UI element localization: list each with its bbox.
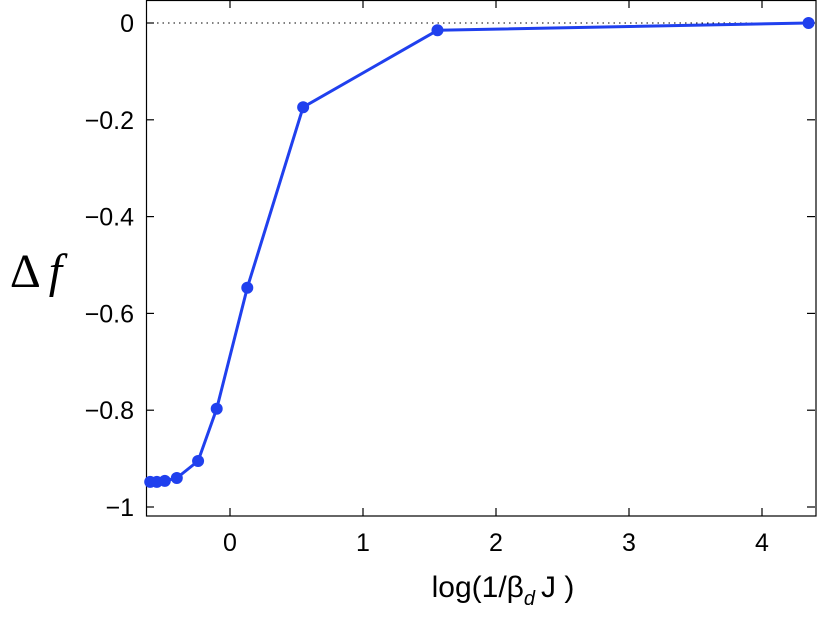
y-tick-label: −0.8 (85, 397, 134, 425)
axes-box (145, 0, 817, 517)
data-point (297, 101, 310, 114)
x-axis-label-prefix: log(1/β (432, 571, 524, 604)
y-tick-label: 0 (120, 10, 134, 38)
ticks: 0 1 2 3 4 0 −0.2 −0.4 −0.6 −0.8 −1 (85, 0, 815, 557)
x-tick-label: 3 (622, 529, 636, 557)
x-axis-label-suffix: J ) (541, 571, 574, 604)
data-point (192, 455, 205, 468)
y-tick-label: −0.6 (85, 300, 134, 328)
y-tick-label: −0.4 (85, 204, 134, 232)
y-tick-label: −0.2 (85, 107, 134, 135)
axes (145, 0, 817, 517)
data-point (431, 24, 444, 37)
x-axis-label-subscript: d (524, 588, 536, 610)
data-point (210, 402, 223, 415)
x-tick-label: 2 (489, 529, 503, 557)
series-line (150, 21, 809, 484)
plot-area (144, 17, 815, 488)
y-tick-label: −1 (105, 494, 134, 522)
data-point (158, 474, 171, 487)
data-point (170, 471, 183, 484)
y-axis-label-delta: Δ (10, 245, 41, 298)
data-point (802, 17, 815, 29)
data-point (241, 281, 254, 294)
x-axis-label: log(1/βd J ) (432, 571, 575, 610)
x-tick-label: 4 (755, 529, 769, 557)
y-axis-label-var: f (49, 245, 68, 298)
x-tick-label: 0 (223, 529, 237, 557)
x-tick-label: 1 (356, 529, 370, 557)
